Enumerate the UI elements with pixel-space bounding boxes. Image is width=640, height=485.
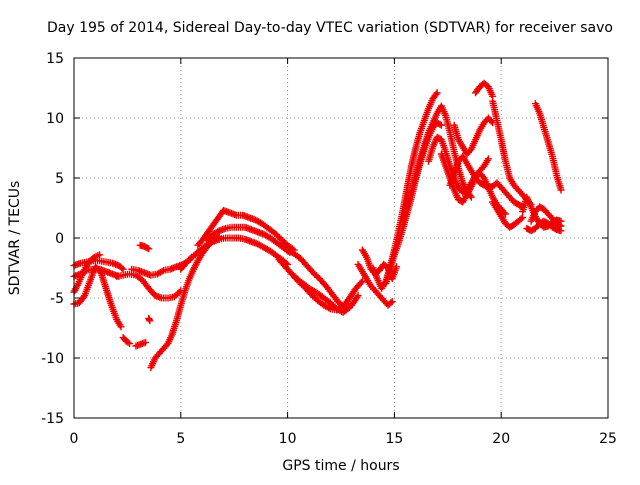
data-point bbox=[163, 341, 171, 349]
axis-ticks bbox=[73, 57, 609, 419]
data-point bbox=[158, 267, 166, 275]
data-point bbox=[388, 298, 396, 306]
data-point bbox=[145, 245, 153, 253]
x-tick-label: 20 bbox=[492, 431, 510, 447]
series-track-aa bbox=[472, 79, 497, 100]
data-point bbox=[214, 228, 222, 236]
data-point bbox=[124, 338, 132, 346]
x-tick-label: 5 bbox=[176, 431, 185, 447]
data-point bbox=[517, 215, 525, 223]
y-axis-label: SDTVAR / TECUs bbox=[7, 181, 23, 296]
series-track-q bbox=[288, 270, 354, 316]
series-track-r bbox=[354, 260, 396, 309]
series-track-m bbox=[194, 206, 298, 254]
series-track-ab bbox=[489, 97, 535, 208]
data-point bbox=[437, 121, 445, 129]
series-track-y bbox=[446, 152, 527, 211]
x-tick-label: 25 bbox=[599, 431, 617, 447]
series-track-w bbox=[425, 133, 492, 196]
data-point bbox=[487, 117, 495, 125]
data-point bbox=[119, 265, 127, 273]
series-track-v bbox=[399, 102, 475, 225]
grid-lines bbox=[74, 58, 608, 418]
series-track-ae bbox=[527, 203, 565, 230]
data-point bbox=[432, 90, 440, 98]
y-tick-label: 15 bbox=[46, 51, 64, 67]
series-track-h bbox=[145, 314, 154, 325]
series-track-c bbox=[70, 263, 125, 331]
y-tick-label: 0 bbox=[55, 231, 64, 247]
y-tick-label: -15 bbox=[41, 411, 64, 427]
data-point bbox=[143, 244, 151, 252]
data-point bbox=[519, 214, 527, 222]
y-tick-label: -5 bbox=[50, 291, 64, 307]
y-tick-labels: -15 -10 -5 0 5 10 15 bbox=[41, 51, 64, 427]
data-point bbox=[142, 338, 150, 346]
series-track-g bbox=[136, 241, 153, 253]
data-point bbox=[557, 186, 565, 194]
series-track-ac bbox=[489, 198, 527, 231]
series-track-f bbox=[132, 338, 150, 350]
series-track-af bbox=[523, 217, 565, 235]
series-track-ag bbox=[531, 100, 565, 194]
x-tick-label: 0 bbox=[70, 431, 79, 447]
data-point bbox=[357, 279, 365, 287]
data-point bbox=[484, 155, 492, 163]
x-tick-label: 10 bbox=[279, 431, 297, 447]
data-point bbox=[126, 340, 134, 348]
series-track-z bbox=[450, 114, 497, 158]
data-point bbox=[433, 89, 441, 97]
data-point bbox=[118, 264, 126, 272]
data-point bbox=[466, 147, 474, 155]
series-track-k bbox=[147, 233, 223, 372]
data-point bbox=[96, 251, 104, 259]
data-point bbox=[325, 304, 333, 312]
data-point bbox=[353, 293, 361, 301]
y-tick-label: 5 bbox=[55, 171, 64, 187]
data-point bbox=[354, 292, 362, 300]
series-track-e bbox=[119, 334, 134, 348]
series-track-i bbox=[113, 270, 185, 302]
x-axis-label: GPS time / hours bbox=[282, 458, 399, 474]
x-tick-label: 15 bbox=[385, 431, 403, 447]
data-point bbox=[557, 227, 565, 235]
series-track-t bbox=[369, 89, 441, 292]
data-point bbox=[146, 317, 154, 325]
data-markers bbox=[70, 79, 565, 372]
y-tick-label: 10 bbox=[46, 111, 64, 127]
series-track-d bbox=[70, 251, 104, 296]
data-point bbox=[436, 120, 444, 128]
data-point bbox=[344, 305, 352, 313]
data-point bbox=[207, 239, 215, 246]
x-tick-labels: 0 5 10 15 20 25 bbox=[70, 431, 617, 447]
y-tick-label: -10 bbox=[41, 351, 64, 367]
data-point bbox=[387, 299, 395, 307]
data-point bbox=[346, 304, 354, 312]
data-point bbox=[117, 323, 125, 331]
data-point bbox=[479, 172, 487, 180]
chart-title: Day 195 of 2014, Sidereal Day-to-day VTE… bbox=[47, 20, 613, 36]
